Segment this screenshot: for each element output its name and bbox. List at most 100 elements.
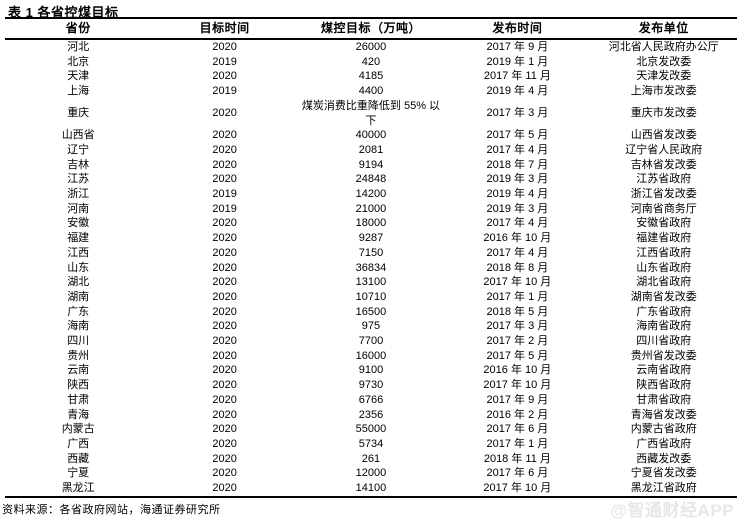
table-cell: 辽宁	[67, 143, 90, 156]
table-cell: 2020	[212, 70, 237, 83]
table-cell: 2019 年 4 月	[486, 188, 549, 201]
table-cell: 261	[361, 452, 381, 465]
source-note: 资料来源：各省政府网站，海通证券研究所	[2, 503, 221, 516]
table-cell: 2020	[212, 217, 237, 230]
table-cell: 21000	[355, 202, 387, 215]
table-row: 广东 2020 16500 2018 年 5 月 广东省政府	[5, 305, 737, 320]
table-cell: 7700	[358, 335, 384, 348]
table-row: 天津 2020 4185 2017 年 11 月 天津发改委	[5, 69, 737, 84]
table-cell: 内蒙古	[61, 423, 95, 436]
table-cell: 贵州	[67, 349, 90, 362]
table-cell: 宁夏省发改委	[630, 467, 697, 480]
table-cell: 广西	[67, 437, 90, 450]
table-cell: 16500	[355, 305, 387, 318]
table-cell: 煤炭消费比重降低到 55% 以下	[301, 99, 441, 127]
table-cell: 9287	[358, 232, 384, 245]
table-row: 黑龙江 2020 14100 2017 年 10 月 黑龙江省政府	[5, 481, 737, 497]
table-cell: 陕西省政府	[636, 379, 692, 392]
table-cell: 2020	[212, 379, 237, 392]
table-cell: 2016 年 10 月	[483, 232, 552, 245]
table-cell: 2020	[212, 408, 237, 421]
table-cell: 2018 年 8 月	[486, 261, 549, 274]
table-cell: 福建省政府	[636, 232, 692, 245]
table-cell: 海南	[67, 320, 90, 333]
table-cell: 吉林省发改委	[630, 158, 697, 171]
table-cell: 2019	[212, 85, 237, 98]
table-cell: 26000	[355, 41, 387, 53]
table-cell: 24848	[355, 173, 387, 186]
table-cell: 2020	[212, 276, 237, 289]
table-cell: 2017 年 6 月	[486, 467, 549, 480]
table-cell: 975	[361, 320, 381, 333]
table-cell: 2081	[358, 143, 384, 156]
table-cell: 江苏省政府	[636, 173, 692, 186]
table-cell: 西藏发改委	[636, 452, 692, 465]
table-cell: 2018 年 5 月	[486, 305, 549, 318]
table-cell: 海南省政府	[636, 320, 692, 333]
column-header: 发布时间	[444, 18, 591, 40]
table-cell: 2018 年 11 月	[483, 452, 551, 465]
table-row: 云南 2020 9100 2016 年 10 月 云南省政府	[5, 363, 737, 378]
table-cell: 2016 年 2 月	[486, 408, 549, 421]
table-cell: 浙江	[67, 188, 90, 201]
table-cell: 重庆市发改委	[630, 107, 697, 120]
table-cell: 贵州省发改委	[630, 349, 697, 362]
table-cell: 2020	[212, 107, 237, 120]
table-cell: 2020	[212, 232, 237, 245]
table-cell: 天津	[67, 70, 90, 83]
table-cell: 北京	[67, 55, 90, 68]
table-cell: 上海市发改委	[630, 85, 697, 98]
table-cell: 2017 年 9 月	[486, 41, 549, 53]
table-cell: 2017 年 3 月	[486, 320, 549, 333]
table-cell: 四川	[67, 335, 90, 348]
table-cell: 内蒙古省政府	[630, 423, 697, 436]
table-cell: 2018 年 7 月	[486, 158, 549, 171]
table-row: 山东 2020 36834 2018 年 8 月 山东省政府	[5, 261, 737, 276]
table-cell: 辽宁省人民政府	[625, 143, 703, 156]
table-cell: 宁夏	[67, 467, 90, 480]
table-row: 吉林 2020 9194 2018 年 7 月 吉林省发改委	[5, 158, 737, 173]
table-cell: 青海省发改委	[630, 408, 697, 421]
table-cell: 2020	[212, 437, 237, 450]
column-header: 省份	[5, 18, 152, 40]
table-cell: 2017 年 10 月	[483, 482, 552, 495]
table-cell: 2020	[212, 393, 237, 406]
table-cell: 6766	[358, 393, 384, 406]
table-cell: 14100	[355, 482, 387, 495]
table-cell: 2020	[212, 290, 237, 303]
table-row: 内蒙古 2020 55000 2017 年 6 月 内蒙古省政府	[5, 422, 737, 437]
table-cell: 河南省商务厅	[630, 202, 697, 215]
table-cell: 2017 年 2 月	[486, 335, 549, 348]
table-cell: 黑龙江	[61, 482, 95, 495]
table-row: 甘肃 2020 6766 2017 年 9 月 甘肃省政府	[5, 393, 737, 408]
table-cell: 湖南省发改委	[630, 290, 697, 303]
table-cell: 2019	[212, 188, 237, 201]
table-cell: 2019	[212, 202, 237, 215]
table-cell: 广东省政府	[636, 305, 692, 318]
table-row: 湖南 2020 10710 2017 年 1 月 湖南省发改委	[5, 290, 737, 305]
table-cell: 广东	[67, 305, 90, 318]
table-cell: 2020	[212, 246, 237, 259]
table-cell: 2019 年 1 月	[486, 55, 549, 68]
table-cell: 陕西	[67, 379, 90, 392]
table-row: 海南 2020 975 2017 年 3 月 海南省政府	[5, 319, 737, 334]
table-cell: 云南	[67, 364, 90, 377]
table-row: 贵州 2020 16000 2017 年 5 月 贵州省发改委	[5, 349, 737, 364]
table-cell: 16000	[355, 349, 387, 362]
table-cell: 2356	[358, 408, 384, 421]
table-body: 河北 2020 26000 2017 年 9 月 河北省人民政府办公厅 北京 2019 420…	[5, 39, 737, 497]
table-cell: 2017 年 4 月	[486, 217, 549, 230]
table-cell: 2020	[212, 173, 237, 186]
table-cell: 重庆	[67, 107, 90, 120]
table-cell: 山西省	[61, 129, 95, 142]
table-cell: 2020	[212, 423, 237, 436]
table-cell: 2017 年 4 月	[486, 246, 549, 259]
table-cell: 2017 年 1 月	[486, 290, 549, 303]
table-cell: 甘肃	[67, 393, 90, 406]
table-cell: 浙江省发改委	[630, 188, 697, 201]
table-cell: 2016 年 10 月	[483, 364, 552, 377]
table-cell: 2020	[212, 129, 237, 142]
table-row: 辽宁 2020 2081 2017 年 4 月 辽宁省人民政府	[5, 143, 737, 158]
table-cell: 2019 年 3 月	[486, 173, 549, 186]
table-cell: 2020	[212, 143, 237, 156]
